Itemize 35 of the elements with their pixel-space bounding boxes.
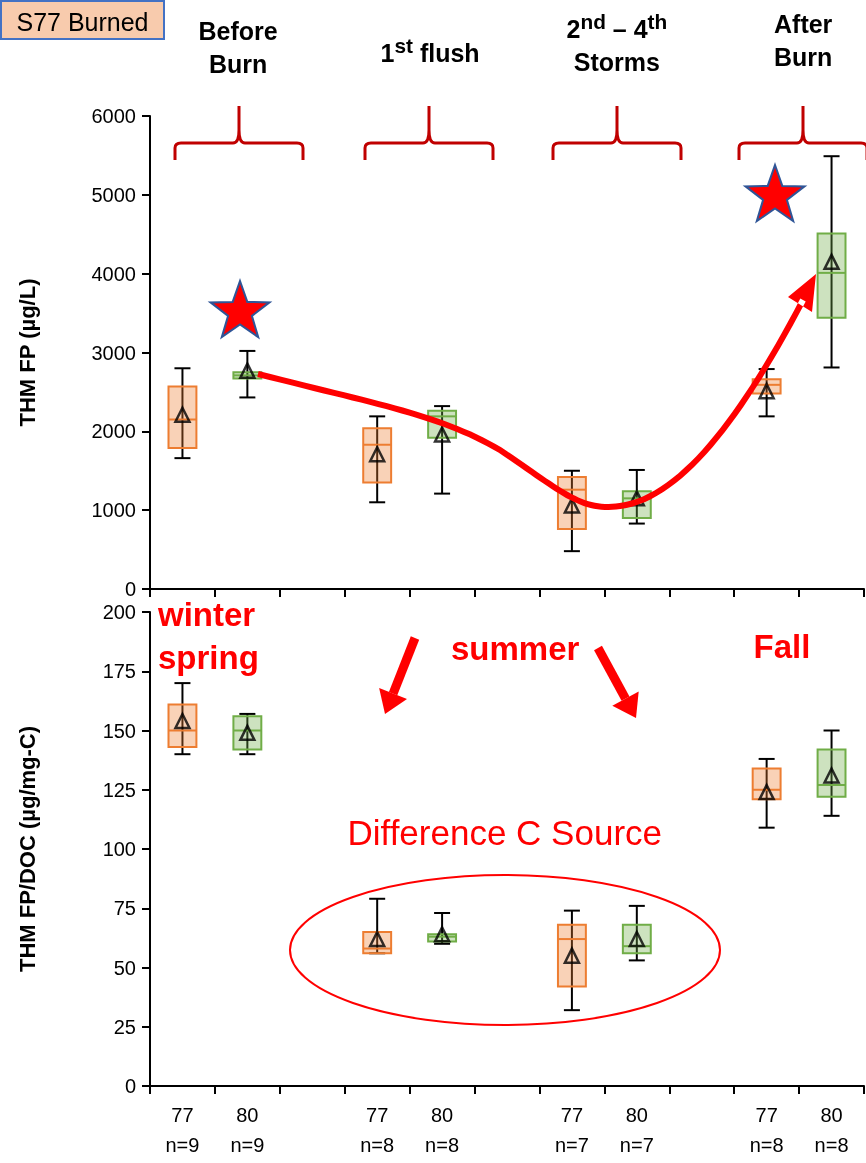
text: Before Burn (198, 16, 278, 80)
text: 1$^{st}$ flush (380, 33, 480, 70)
y-axis-title: THM FP/DOC (µg/mg-C) (14, 725, 40, 973)
y-tick-label: 50 (113, 956, 136, 979)
annotation: Fall (753, 627, 811, 667)
x-tick-label: 80 n=9 (230, 1104, 265, 1156)
y-tick-label: 5000 (91, 183, 136, 206)
y-tick-label: 75 (113, 897, 136, 920)
y-tick-label: 0 (124, 1075, 136, 1097)
y-tick-label: 125 (102, 778, 136, 801)
y-tick-label: 25 (113, 1015, 136, 1038)
y-tick-label: 0 (124, 578, 136, 600)
x-tick-label: 77 n=8 (360, 1104, 395, 1156)
text: 2$^{nd}$ – 4$^{th}$ Storms (566, 9, 668, 78)
y-tick-label: 200 (102, 601, 136, 623)
x-tick-label: 77 n=7 (554, 1104, 589, 1156)
annotation: winter spring (158, 595, 259, 678)
y-tick-label: 2000 (91, 420, 136, 443)
x-tick-label: 80 n=8 (425, 1104, 460, 1156)
y-tick-label: 3000 (91, 341, 136, 364)
chart-title: S77 Burned (0, 0, 165, 40)
y-axis-title: THM FP (µg/L) (14, 278, 40, 427)
x-tick-label: 80 n=8 (814, 1104, 849, 1156)
annotation: summer (451, 629, 580, 669)
y-tick-label: 100 (102, 838, 136, 860)
x-tick-label: 77 n=9 (165, 1104, 200, 1156)
y-tick-label: 1000 (91, 499, 136, 522)
y-tick-label: 6000 (91, 105, 136, 127)
y-tick-label: 4000 (91, 262, 136, 285)
x-tick-label: 77 n=8 (749, 1104, 784, 1156)
annotation: Difference C Source (347, 812, 663, 854)
y-tick-label: 175 (102, 660, 136, 683)
text: After Burn (774, 9, 833, 73)
y-tick-label: 150 (102, 719, 136, 742)
x-tick-label: 80 n=7 (619, 1104, 654, 1156)
